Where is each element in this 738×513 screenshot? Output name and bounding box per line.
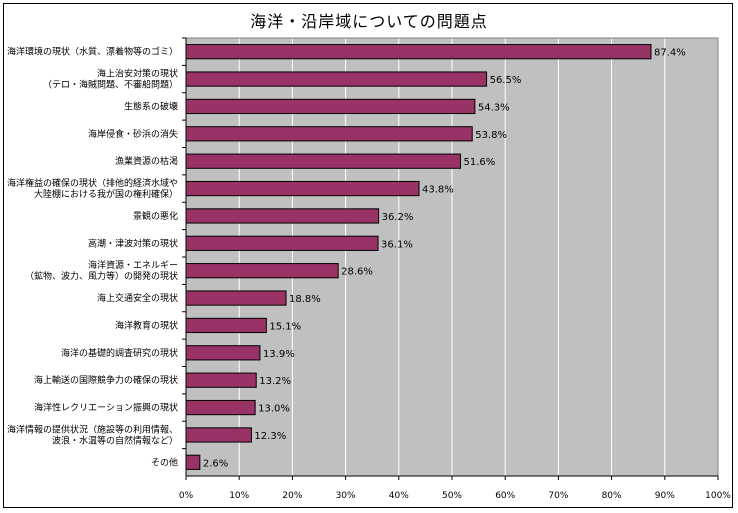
x-tick-label: 80% — [602, 491, 622, 501]
x-tick-label: 10% — [229, 491, 249, 501]
category-label: 漁業資源の枯渇 — [115, 155, 178, 167]
x-tick-label: 100% — [705, 491, 731, 501]
data-label: 36.1% — [381, 239, 413, 250]
category-label: （テロ・海賊問題、不審船問題） — [43, 79, 178, 91]
data-label: 18.8% — [289, 294, 321, 305]
bar — [185, 263, 339, 279]
x-tick-label: 30% — [336, 491, 356, 501]
x-tick-label: 70% — [548, 491, 568, 501]
category-label: 海洋の基礎的調査研究の現状 — [61, 347, 178, 359]
category-label: 生態系の破壊 — [124, 100, 178, 112]
category-label: 海洋権益の確保の現状（排他的経済水域や — [7, 177, 178, 189]
data-label: 51.6% — [464, 157, 496, 168]
bar — [185, 235, 379, 251]
bar — [185, 98, 476, 115]
category-label: その他 — [151, 456, 178, 468]
category-label: 大陸棚における我が国の権利確保） — [34, 188, 178, 200]
bar — [185, 126, 473, 142]
category-label: 景観の悪化 — [133, 210, 178, 222]
category-label: 海上治安対策の現状 — [97, 68, 178, 80]
data-label: 36.2% — [382, 212, 414, 223]
category-label: 海岸侵食・砂浜の消失 — [88, 128, 178, 140]
bar — [185, 290, 287, 306]
data-label: 53.8% — [475, 130, 507, 141]
chart-title: 海洋・沿岸域についての問題点 — [250, 12, 488, 31]
bar — [185, 208, 380, 224]
data-label: 43.8% — [422, 185, 454, 196]
data-label: 12.3% — [254, 431, 286, 442]
category-label: （鉱物、波力、風力等）の開発の現状 — [25, 270, 178, 282]
category-label: 海洋情報の提供状況（施設等の利用情報、 — [7, 423, 178, 435]
bar — [185, 44, 652, 60]
category-label: 高潮・津波対策の現状 — [88, 237, 178, 249]
data-label: 56.5% — [490, 75, 522, 86]
category-label: 海洋教育の現状 — [115, 319, 178, 331]
bar — [185, 427, 252, 443]
data-label: 87.4% — [654, 48, 686, 59]
category-label: 海洋性レクリエーション振興の現状 — [34, 402, 178, 414]
x-tick-label: 50% — [442, 491, 462, 501]
bar — [185, 372, 257, 388]
category-label: 海上輸送の国際競争力の確保の現状 — [34, 374, 178, 386]
data-label: 15.1% — [269, 321, 301, 332]
category-label: 海洋環境の現状（水質、漂着物等のゴミ） — [7, 46, 178, 58]
bar — [185, 153, 462, 169]
data-label: 13.2% — [259, 376, 291, 387]
bar — [185, 454, 201, 470]
bar — [185, 71, 488, 87]
data-label: 13.9% — [263, 349, 295, 360]
category-label: 海上交通安全の現状 — [97, 292, 178, 304]
bar — [185, 180, 420, 197]
category-label: 海洋資源・エネルギー — [88, 259, 178, 271]
x-tick-label: 40% — [389, 491, 409, 501]
data-label: 54.3% — [478, 102, 510, 113]
data-label: 28.6% — [341, 267, 373, 278]
bar — [185, 345, 261, 361]
x-tick-label: 60% — [495, 491, 515, 501]
category-label: 波浪・水温等の自然情報など） — [52, 434, 178, 446]
bar — [185, 317, 267, 334]
x-tick-label: 90% — [655, 491, 675, 501]
x-tick-label: 20% — [282, 491, 302, 501]
data-label: 13.0% — [258, 404, 290, 415]
bar — [185, 399, 256, 416]
x-tick-label: 0% — [179, 491, 194, 501]
data-label: 2.6% — [203, 458, 228, 469]
